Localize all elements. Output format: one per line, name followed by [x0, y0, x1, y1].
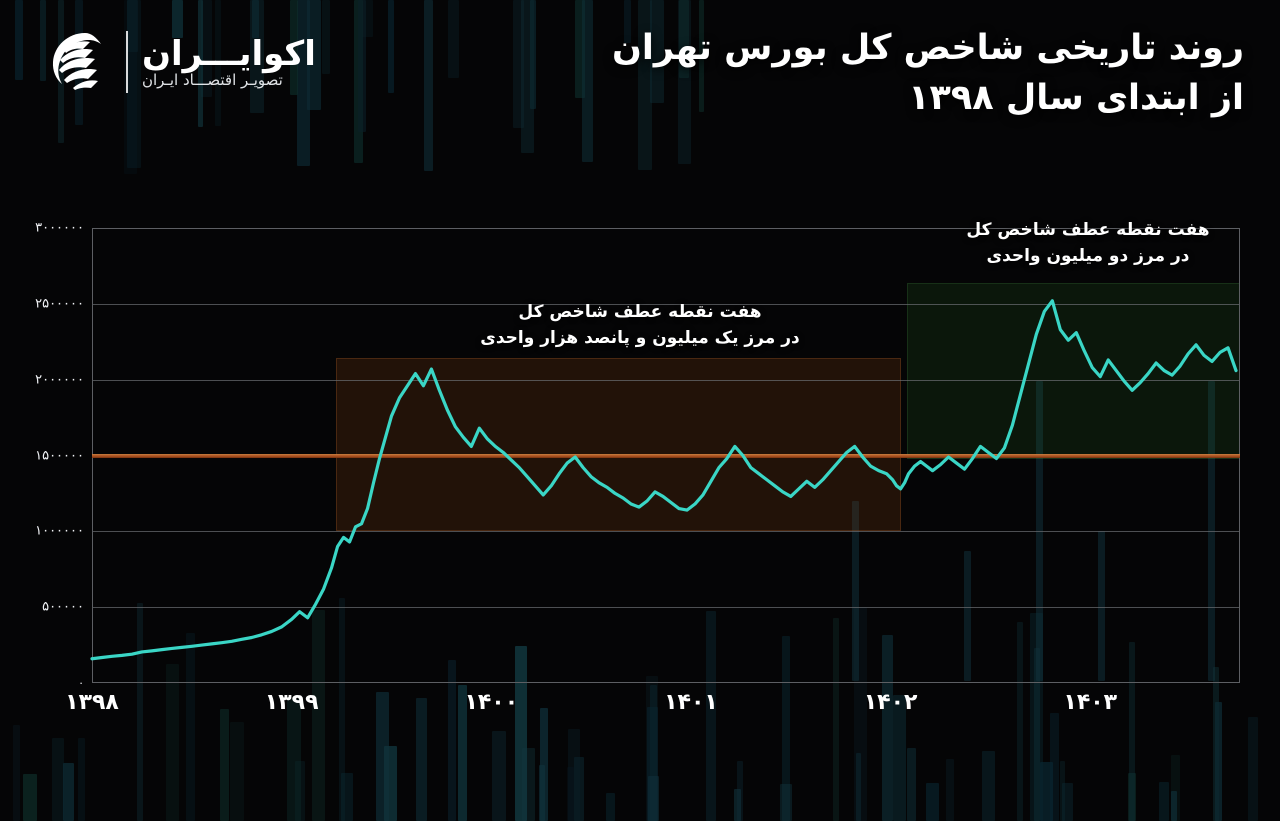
- logo-divider: [126, 31, 128, 93]
- highlight-region-2000k: [906, 282, 1240, 459]
- page-title: روند تاریخی شاخص کل بورس تهران از ابتدای…: [504, 24, 1244, 123]
- y-axis-tick-label: ۳۰۰۰۰۰۰: [35, 220, 84, 236]
- title-line-1: روند تاریخی شاخص کل بورس تهران: [612, 28, 1244, 68]
- y-axis-tick-label: ۱۵۰۰۰۰۰: [35, 448, 84, 463]
- x-axis-tick-label: ۱۴۰۰: [464, 690, 519, 715]
- y-axis-tick-label: ۱۰۰۰۰۰۰: [35, 523, 84, 539]
- y-axis-tick-label: ۵۰۰۰۰۰: [42, 599, 84, 615]
- brand-tagline: تصویـر اقتصـــاد ایـران: [142, 70, 283, 89]
- x-axis-tick-label: ۱۴۰۱: [664, 690, 718, 715]
- y-axis-tick-label: ۰: [78, 676, 84, 690]
- y-axis-tick-label: ۲۰۰۰۰۰۰: [35, 372, 84, 388]
- header: اکوایـــران تصویـر اقتصـــاد ایـران روند…: [0, 0, 1280, 190]
- annotation-1500k: هفت نقطه عطف شاخص کل در مرز یک میلیون و …: [440, 300, 840, 351]
- gridline: [92, 303, 1240, 305]
- threshold-line-1500k: [92, 453, 1240, 458]
- x-axis-tick-label: ۱۴۰۳: [1063, 690, 1118, 715]
- series-polyline: [90, 299, 1238, 661]
- ecoiran-swoosh-logo-icon: [40, 26, 112, 98]
- highlight-region-1500k: [335, 358, 901, 532]
- gridline: [92, 379, 1240, 381]
- gridline: [92, 531, 1240, 533]
- series-tedpix-line: [90, 299, 1238, 661]
- x-axis-tick-label: ۱۴۰۲: [863, 690, 918, 715]
- title-line-2: از ابتدای سال ۱۳۹۸: [908, 77, 1244, 118]
- annotation-2000k-line-1: هفت نقطه عطف شاخص کل: [966, 220, 1210, 240]
- gridline: [92, 607, 1240, 609]
- brand-name: اکوایـــران: [142, 33, 316, 74]
- annotation-2000k-line-2: در مرز دو میلیون واحدی: [986, 245, 1190, 266]
- y-axis-tick-label: ۲۵۰۰۰۰۰: [35, 296, 84, 312]
- x-axis-tick-label: ۱۳۹۹: [264, 690, 319, 715]
- x-axis-tick-label: ۱۳۹۸: [65, 690, 119, 715]
- brand-text: اکوایـــران تصویـر اقتصـــاد ایـران: [142, 37, 316, 88]
- annotation-1500k-line-1: هفت نقطه عطف شاخص کل: [518, 302, 762, 322]
- annotation-1500k-line-2: در مرز یک میلیون و پانصد هزار واحدی: [480, 327, 800, 348]
- brand-logo: اکوایـــران تصویـر اقتصـــاد ایـران: [40, 26, 316, 98]
- annotation-2000k: هفت نقطه عطف شاخص کل در مرز دو میلیون وا…: [928, 218, 1248, 269]
